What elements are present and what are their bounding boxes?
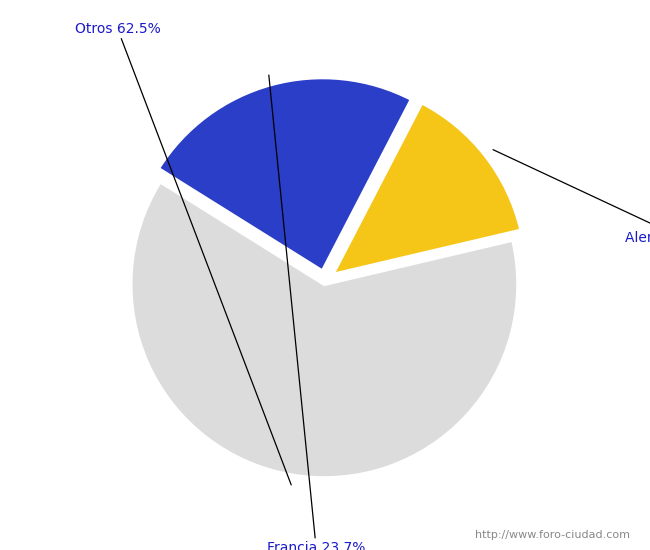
Text: Francia 23.7%: Francia 23.7%	[267, 75, 365, 550]
Wedge shape	[333, 103, 521, 274]
Text: Alemania 13.7%: Alemania 13.7%	[493, 150, 650, 245]
Text: http://www.foro-ciudad.com: http://www.foro-ciudad.com	[476, 530, 630, 540]
Text: Plentzia - Turistas extranjeros según país - Agosto de 2024: Plentzia - Turistas extranjeros según pa…	[60, 12, 590, 30]
Wedge shape	[158, 78, 411, 271]
Text: Otros 62.5%: Otros 62.5%	[75, 22, 291, 485]
Wedge shape	[131, 182, 518, 478]
